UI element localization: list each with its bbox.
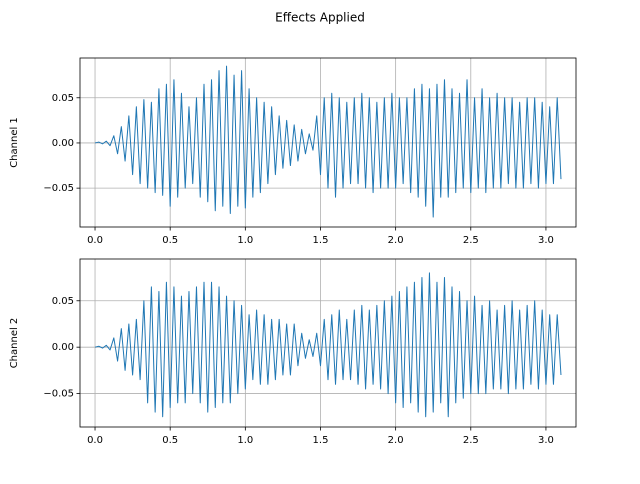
figure-title: Effects Applied [275,11,365,25]
x-tick-label: 3.0 [538,235,554,246]
y-axis-label: Channel 2 [9,318,20,369]
x-tick-label: 3.0 [538,435,554,446]
plot-area [80,58,576,227]
x-tick-label: 0.0 [87,435,103,446]
x-tick-label: 1.5 [313,435,329,446]
y-axis-label: Channel 1 [9,117,20,168]
y-tick-label: 0.05 [52,296,74,307]
x-tick-label: 0.5 [162,435,178,446]
axes-frame [79,57,577,228]
y-tick-label: −0.05 [43,389,74,400]
waveform [94,272,562,418]
y-tick-label: 0.00 [52,138,74,149]
x-tick-label: 2.5 [463,435,479,446]
x-tick-label: 1.5 [313,235,329,246]
x-tick-label: 0.5 [162,235,178,246]
waveform [94,65,562,218]
x-tick-label: 1.0 [237,235,253,246]
axes-frame [79,258,577,428]
y-tick-label: 0.05 [52,93,74,104]
x-tick-label: 2.5 [463,235,479,246]
x-tick-label: 2.0 [388,235,404,246]
x-tick-label: 0.0 [87,235,103,246]
x-tick-label: 1.0 [237,435,253,446]
y-tick-label: 0.00 [52,342,74,353]
y-tick-label: −0.05 [43,183,74,194]
x-tick-label: 2.0 [388,435,404,446]
